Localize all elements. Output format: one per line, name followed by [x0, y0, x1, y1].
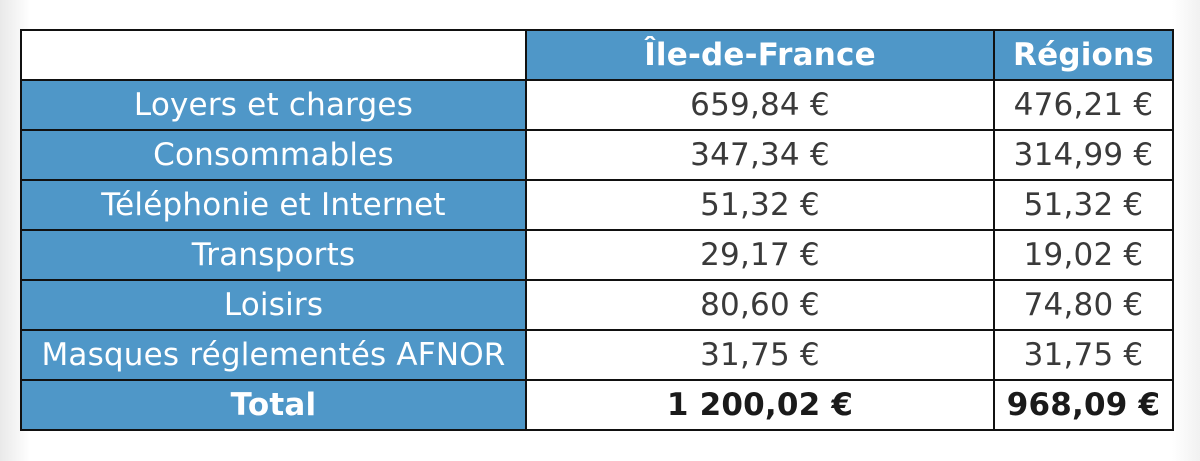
row-label: Consommables [20, 129, 527, 181]
idf-value: 51,32 € [525, 179, 995, 231]
table-row: Transports 29,17 € 19,02 € [20, 229, 1174, 281]
header-ile-de-france: Île-de-France [525, 29, 995, 81]
total-label: Total [20, 379, 527, 431]
idf-value: 659,84 € [525, 79, 995, 131]
table-row: Consommables 347,34 € 314,99 € [20, 129, 1174, 181]
regions-value: 74,80 € [993, 279, 1174, 331]
regions-value: 314,99 € [993, 129, 1174, 181]
table-row: Loyers et charges 659,84 € 476,21 € [20, 79, 1174, 131]
regions-value: 31,75 € [993, 329, 1174, 381]
regions-value: 19,02 € [993, 229, 1174, 281]
regions-value: 476,21 € [993, 79, 1174, 131]
header-empty-cell [20, 29, 527, 81]
row-label: Loyers et charges [20, 79, 527, 131]
row-label: Loisirs [20, 279, 527, 331]
table-row: Loisirs 80,60 € 74,80 € [20, 279, 1174, 331]
table-row: Masques réglementés AFNOR 31,75 € 31,75 … [20, 329, 1174, 381]
idf-value: 80,60 € [525, 279, 995, 331]
header-regions: Régions [993, 29, 1174, 81]
row-label: Transports [20, 229, 527, 281]
total-idf-value: 1 200,02 € [525, 379, 995, 431]
total-row: Total 1 200,02 € 968,09 € [20, 379, 1174, 431]
idf-value: 31,75 € [525, 329, 995, 381]
regions-value: 51,32 € [993, 179, 1174, 231]
cost-comparison-table: Île-de-France Régions Loyers et charges … [20, 29, 1174, 431]
header-row: Île-de-France Régions [20, 29, 1174, 81]
row-label: Téléphonie et Internet [20, 179, 527, 231]
idf-value: 29,17 € [525, 229, 995, 281]
idf-value: 347,34 € [525, 129, 995, 181]
table-row: Téléphonie et Internet 51,32 € 51,32 € [20, 179, 1174, 231]
row-label: Masques réglementés AFNOR [20, 329, 527, 381]
total-regions-value: 968,09 € [993, 379, 1174, 431]
